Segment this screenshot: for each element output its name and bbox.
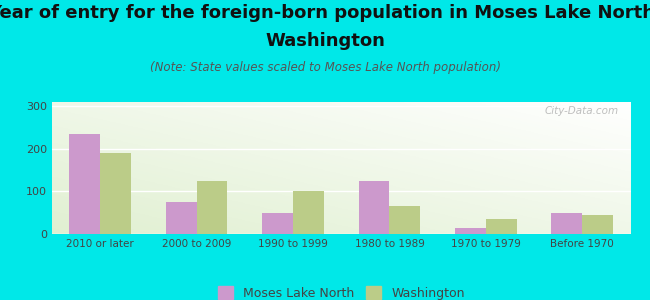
Bar	[262, 213, 293, 234]
Text: City-Data.com: City-Data.com	[545, 106, 619, 116]
Bar	[582, 215, 613, 234]
Text: (Note: State values scaled to Moses Lake North population): (Note: State values scaled to Moses Lake…	[150, 61, 500, 74]
Bar	[359, 181, 389, 234]
Bar	[100, 153, 131, 234]
Bar	[196, 181, 227, 234]
Bar	[293, 191, 324, 234]
Legend: Moses Lake North, Washington: Moses Lake North, Washington	[214, 283, 469, 300]
Text: Washington: Washington	[265, 32, 385, 50]
Bar	[455, 228, 486, 234]
Bar	[551, 213, 582, 234]
Bar	[166, 202, 196, 234]
Bar	[486, 219, 517, 234]
Bar	[389, 206, 421, 234]
Text: Year of entry for the foreign-born population in Moses Lake North,: Year of entry for the foreign-born popul…	[0, 4, 650, 22]
Bar	[70, 134, 100, 234]
